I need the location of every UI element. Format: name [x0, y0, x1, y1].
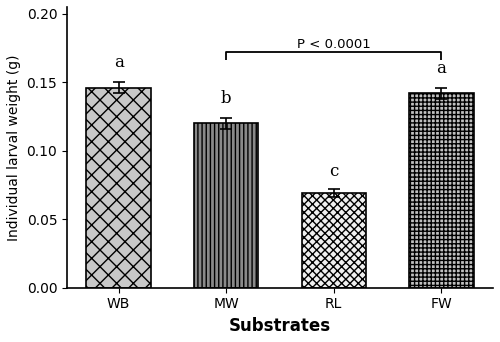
Text: P < 0.0001: P < 0.0001	[297, 38, 370, 51]
Y-axis label: Individual larval weight (g): Individual larval weight (g)	[7, 54, 21, 241]
Text: b: b	[221, 90, 232, 107]
Text: a: a	[114, 54, 124, 71]
Bar	[86, 88, 151, 288]
Bar	[194, 123, 258, 288]
Bar	[409, 93, 474, 288]
Text: c: c	[329, 162, 338, 180]
Text: a: a	[436, 60, 446, 77]
X-axis label: Substrates: Substrates	[229, 317, 331, 335]
Bar	[302, 193, 366, 288]
